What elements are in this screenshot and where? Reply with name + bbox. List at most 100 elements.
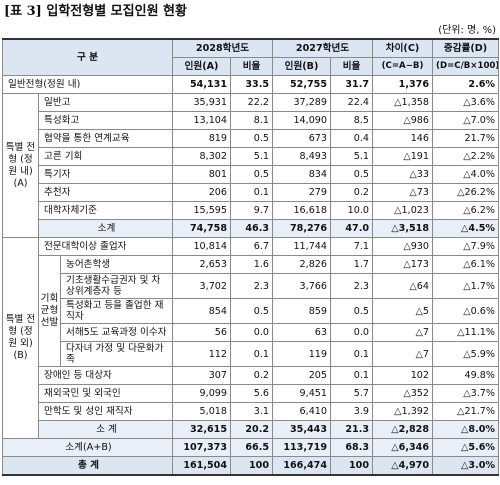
value-cell: △1,023 bbox=[372, 201, 434, 220]
value-cell: △173 bbox=[372, 255, 434, 274]
value-cell: 47.0 bbox=[330, 219, 374, 238]
value-cell: △191 bbox=[372, 147, 434, 166]
group-label: 특별 전형 (정원 외) (B) bbox=[2, 237, 39, 439]
value-cell: 2.6% bbox=[432, 75, 500, 94]
table-body: 일반전형(정원 내) 54,131 33.5 52,755 31.7 1,376 2.6% 특… bbox=[1, 75, 500, 475]
row-label: 소 계 bbox=[37, 420, 174, 439]
table-row: 기초생활수급권자 및 차상위계층자 등 3,702 2.3 3,766 2.3 △64 △1… bbox=[3, 273, 500, 299]
value-cell: 0.5 bbox=[230, 129, 274, 148]
table-row: 장애인 등 대상자 307 0.2 205 0.1 102 49.8% bbox=[3, 366, 500, 385]
table-row: 만학도 및 성인 재직자 5,018 3.1 6,410 3.9 △1,392 △21.7% bbox=[3, 402, 500, 421]
value-cell: 35,931 bbox=[172, 93, 232, 112]
row-label: 협약을 통한 연계교육 bbox=[37, 129, 174, 148]
group-label: 특별 전형 (정원 내) (A) bbox=[2, 93, 39, 238]
value-cell: 0.5 bbox=[330, 165, 374, 184]
value-cell: 5.1 bbox=[230, 147, 274, 166]
row-label: 만학도 및 성인 재직자 bbox=[37, 402, 174, 421]
value-cell: △4.0% bbox=[432, 165, 500, 184]
header-cell: (C=A−B) bbox=[372, 57, 434, 76]
value-cell: △11.1% bbox=[432, 323, 500, 342]
table-row: 재외국민 및 외국인 9,099 5.6 9,451 5.7 △352 △3.7% bbox=[3, 384, 500, 403]
value-cell: 3,702 bbox=[172, 273, 232, 299]
value-cell: △7.9% bbox=[432, 237, 500, 256]
value-cell: 801 bbox=[172, 165, 232, 184]
row-label: 소계(A+B) bbox=[1, 438, 174, 457]
table-row: 협약을 통한 연계교육 819 0.5 673 0.4 146 21.7% bbox=[3, 129, 500, 148]
value-cell: △4,970 bbox=[372, 456, 434, 475]
row-label: 대학자체기준 bbox=[37, 201, 174, 220]
value-cell: △7 bbox=[372, 323, 434, 342]
value-cell: △73 bbox=[372, 183, 434, 202]
header-cell: 인원(B) bbox=[272, 57, 332, 76]
value-cell: 112 bbox=[172, 341, 232, 367]
value-cell: △0.6% bbox=[432, 298, 500, 324]
value-cell: 63 bbox=[272, 323, 332, 342]
value-cell: △4.5% bbox=[432, 219, 500, 238]
value-cell: 0.2 bbox=[330, 183, 374, 202]
table-row: 소계(A+B) 107,373 66.5 113,719 68.3 △6,346 △5.6% bbox=[1, 438, 500, 457]
value-cell: △930 bbox=[372, 237, 434, 256]
table-row: 특성화고 13,104 8.1 14,090 8.5 △986 △7.0% bbox=[3, 111, 500, 130]
value-cell: 78,276 bbox=[272, 219, 332, 238]
value-cell: △1.7% bbox=[432, 273, 500, 299]
title: [표 3] 입학전형별 모집인원 현황 bbox=[4, 4, 187, 19]
table-row: 특별 전형 (정원 외) (B) 전문대학이상 졸업자 10,814 6.7 11,74… bbox=[2, 237, 500, 439]
row-label: 농어촌학생 bbox=[59, 255, 174, 274]
value-cell: 0.5 bbox=[230, 165, 274, 184]
value-cell: △33 bbox=[372, 165, 434, 184]
value-cell: △3.0% bbox=[432, 456, 500, 475]
value-cell: 7.1 bbox=[330, 237, 374, 256]
value-cell: △2,828 bbox=[372, 420, 434, 439]
recruitment-table: 구 분 2028학년도 2027학년도 차이(C) 증감률(D) 인원(A) 비… bbox=[1, 38, 500, 476]
value-cell: 1.7 bbox=[330, 255, 374, 274]
table-row: 기회 균형 선발 농어촌학생 2,653 1.6 2,826 1.7 △173 △6.1% bbox=[3, 255, 500, 367]
value-cell: 11,744 bbox=[272, 237, 332, 256]
value-cell: 854 bbox=[172, 298, 232, 324]
header-cell: (D=C/B×100) bbox=[432, 57, 500, 76]
table-row: 소계 74,758 46.3 78,276 47.0 △3,518 △4.5% bbox=[3, 219, 500, 238]
row-label: 장애인 등 대상자 bbox=[37, 366, 174, 385]
table-row: 소 계 32,615 20.2 35,443 21.3 △2,828 △8.0% bbox=[3, 420, 500, 439]
value-cell: 68.3 bbox=[330, 438, 374, 457]
value-cell: 166,474 bbox=[272, 456, 332, 475]
value-cell: △6.2% bbox=[432, 201, 500, 220]
value-cell: 9,099 bbox=[172, 384, 232, 403]
value-cell: 859 bbox=[272, 298, 332, 324]
value-cell: 0.1 bbox=[330, 366, 374, 385]
value-cell: 0.0 bbox=[230, 323, 274, 342]
table-row: 특별 전형 (정원 내) (A) 일반고 35,931 22.2 37,289 22.4 △… bbox=[2, 93, 500, 238]
value-cell: 37,289 bbox=[272, 93, 332, 112]
value-cell: 13,104 bbox=[172, 111, 232, 130]
value-cell: △3.6% bbox=[432, 93, 500, 112]
value-cell: 1.6 bbox=[230, 255, 274, 274]
value-cell: △26.2% bbox=[432, 183, 500, 202]
value-cell: 9.7 bbox=[230, 201, 274, 220]
table-row: 서해5도 교육과정 이수자 56 0.0 63 0.0 △7 △11.1% bbox=[3, 323, 500, 342]
value-cell: △352 bbox=[372, 384, 434, 403]
value-cell: △64 bbox=[372, 273, 434, 299]
row-label: 추천자 bbox=[37, 183, 174, 202]
header-cell: 구 분 bbox=[1, 38, 174, 76]
value-cell: 20.2 bbox=[230, 420, 274, 439]
value-cell: △1,358 bbox=[372, 93, 434, 112]
value-cell: 31.7 bbox=[330, 75, 374, 94]
header-cell: 2027학년도 bbox=[272, 38, 374, 58]
value-cell: 5.7 bbox=[330, 384, 374, 403]
unit-note: (단위: 명, %) bbox=[438, 25, 496, 36]
header-cell: 비율 bbox=[230, 57, 274, 76]
value-cell: 3.9 bbox=[330, 402, 374, 421]
value-cell: 9,451 bbox=[272, 384, 332, 403]
value-cell: 161,504 bbox=[172, 456, 232, 475]
value-cell: 2.3 bbox=[330, 273, 374, 299]
value-cell: 10.0 bbox=[330, 201, 374, 220]
value-cell: △986 bbox=[372, 111, 434, 130]
value-cell: 3,766 bbox=[272, 273, 332, 299]
value-cell: 5,018 bbox=[172, 402, 232, 421]
value-cell: 35,443 bbox=[272, 420, 332, 439]
value-cell: 206 bbox=[172, 183, 232, 202]
value-cell: 0.1 bbox=[330, 341, 374, 367]
value-cell: 52,755 bbox=[272, 75, 332, 94]
value-cell: 3.1 bbox=[230, 402, 274, 421]
value-cell: 2,826 bbox=[272, 255, 332, 274]
value-cell: 5.1 bbox=[330, 147, 374, 166]
